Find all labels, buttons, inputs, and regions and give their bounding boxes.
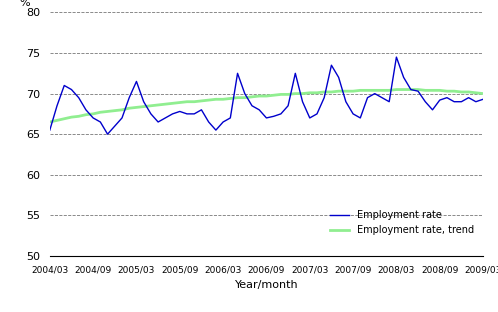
Employment rate, trend: [393, 88, 399, 91]
Employment rate, trend: [307, 91, 313, 95]
Employment rate, trend: [480, 92, 486, 95]
Employment rate, trend: [198, 99, 205, 103]
Employment rate: [314, 112, 320, 116]
Employment rate, trend: [148, 104, 154, 108]
Employment rate: [480, 97, 486, 101]
Employment rate, trend: [133, 105, 139, 109]
Employment rate, trend: [278, 93, 284, 96]
Employment rate: [206, 120, 212, 124]
Employment rate: [47, 128, 53, 132]
Employment rate: [155, 120, 161, 124]
Line: Employment rate, trend: Employment rate, trend: [50, 90, 483, 122]
Employment rate: [285, 104, 291, 108]
Employment rate: [437, 98, 443, 102]
Legend: Employment rate, Employment rate, trend: Employment rate, Employment rate, trend: [326, 206, 478, 239]
Employment rate: [393, 55, 399, 59]
Employment rate: [105, 132, 111, 136]
Employment rate, trend: [429, 89, 435, 92]
Employment rate: [141, 100, 147, 104]
Line: Employment rate: Employment rate: [50, 57, 483, 134]
Employment rate, trend: [47, 120, 53, 124]
X-axis label: Year/month: Year/month: [235, 280, 298, 290]
Text: %: %: [19, 0, 30, 7]
